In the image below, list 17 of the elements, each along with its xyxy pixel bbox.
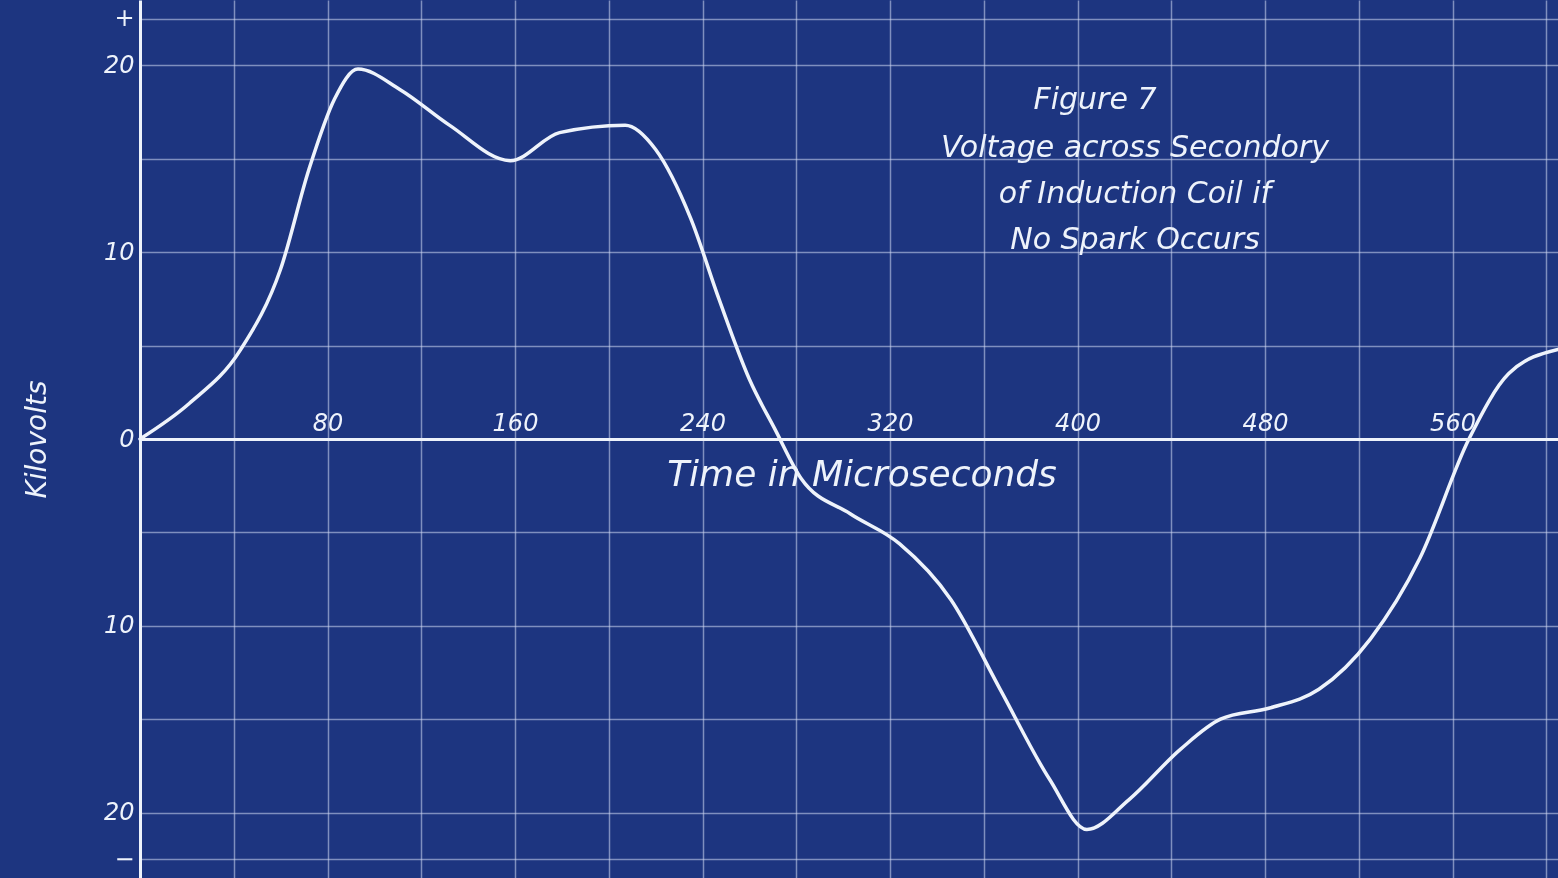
x-tick-label: 160 (492, 408, 539, 437)
y-tick-label: 10 (103, 611, 135, 640)
y-tick-label: 20 (103, 798, 135, 827)
x-tick-label: 320 (867, 408, 914, 437)
y-tick-label: + (114, 4, 135, 33)
text: Figure 7 (1033, 81, 1157, 116)
x-tick-label: 560 (1430, 408, 1476, 437)
y-tick-label: 20 (103, 50, 135, 79)
y-axis-title: Kilovolts (19, 380, 53, 499)
x-tick-label: 480 (1242, 408, 1289, 437)
x-tick-label: 240 (680, 408, 726, 437)
x-tick-label: 400 (1055, 408, 1101, 437)
text: Voltage across Secondory of Induction Coil if No Spark Occurs (941, 129, 1331, 256)
y-tick-label: − (114, 844, 135, 873)
x-tick-label: 80 (312, 408, 344, 437)
y-tick-label: 10 (103, 237, 135, 266)
y-tick-label: 0 (119, 424, 135, 453)
